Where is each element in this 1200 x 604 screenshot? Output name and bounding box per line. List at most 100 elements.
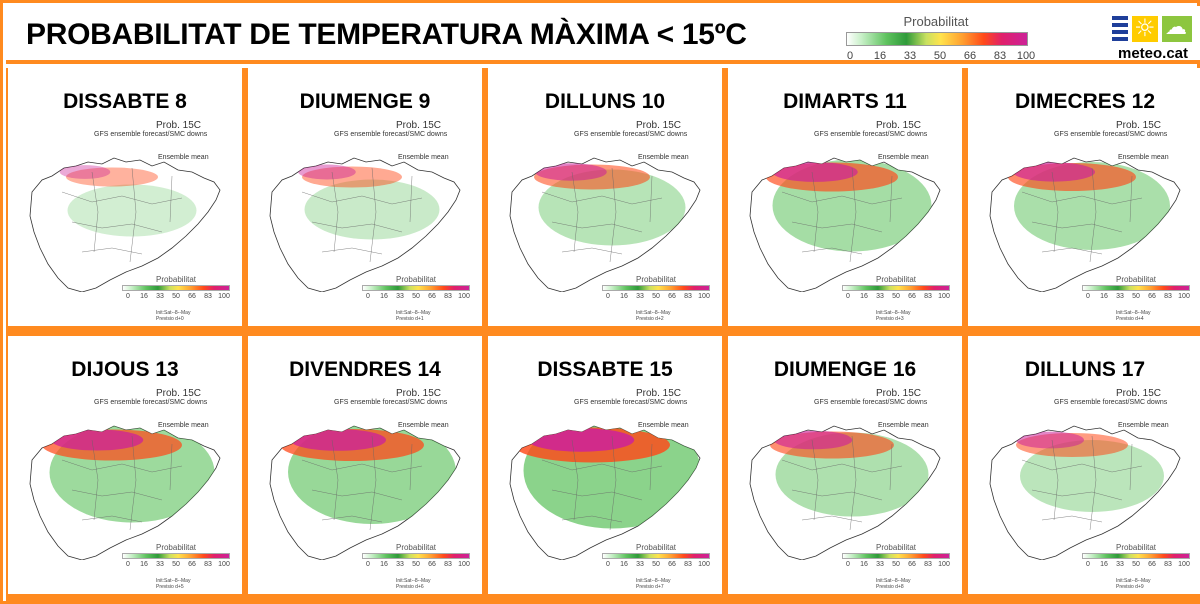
panel-legend-tick: 0 — [606, 293, 610, 300]
legend-tick: 100 — [1016, 50, 1036, 62]
panel-legend-title: Probabilitat — [155, 543, 197, 552]
probability-field — [42, 426, 215, 523]
ensemble-label: Ensemble mean — [1118, 154, 1169, 161]
init-info: Init:Sat--8--May Previsio d+0 — [156, 310, 190, 322]
panel-legend-tick: 83 — [1164, 293, 1172, 300]
panel-legend-tick: 0 — [1086, 293, 1090, 300]
county-borders — [301, 167, 423, 263]
catalonia-map — [989, 425, 1181, 560]
panel-legend-tick: 100 — [1178, 293, 1190, 300]
header: PROBABILITAT DE TEMPERATURA MÀXIMA < 15º… — [6, 6, 1200, 64]
panel-legend-tick: 50 — [412, 561, 420, 568]
forecast-panel: DIJOUS 13 Prob. 15C GFS ensemble forecas… — [8, 336, 242, 594]
county-borders — [1021, 167, 1143, 263]
panel-legend: Probabilitat 0 16 33 50 66 83 100 — [600, 543, 720, 577]
panel-legend-tick: 100 — [938, 293, 950, 300]
county-borders — [541, 435, 663, 531]
day-title: DIMARTS 11 — [783, 90, 907, 113]
panel-legend-title: Probabilitat — [155, 275, 197, 284]
panel-legend-tick: 33 — [156, 561, 164, 568]
init-info: Init:Sat--8--May Previsio d+2 — [636, 310, 670, 322]
init-info: Init:Sat--8--May Previsio d+1 — [396, 310, 430, 322]
probability-field — [770, 430, 929, 517]
panel-legend-tick: 50 — [172, 561, 180, 568]
init-info: Init:Sat--8--May Previsio d+4 — [1116, 310, 1150, 322]
panel-legend-tick: 16 — [860, 293, 868, 300]
ensemble-label: Ensemble mean — [878, 422, 929, 429]
catalonia-map — [989, 157, 1181, 292]
day-title: DILLUNS 10 — [544, 90, 666, 113]
panel-legend-tick: 66 — [188, 561, 196, 568]
panel-legend-tick: 50 — [892, 293, 900, 300]
catalonia-map — [749, 157, 941, 292]
init-info: Init:Sat--8--May Previsio d+6 — [396, 578, 430, 590]
probability-field — [1016, 431, 1164, 512]
panel-legend-tick: 50 — [652, 293, 660, 300]
previsio-label: Previsio d+0 — [156, 316, 184, 322]
panel-legend-tick: 33 — [396, 561, 404, 568]
init-info: Init:Sat--8--May Previsio d+3 — [876, 310, 910, 322]
model-label: GFS ensemble forecast/SMC downs — [574, 131, 688, 138]
panel-legend-tick: 83 — [444, 293, 452, 300]
panel-legend-tick: 16 — [860, 561, 868, 568]
panel-legend-colorbar — [842, 553, 950, 559]
forecast-panel: DIVENDRES 14 Prob. 15C GFS ensemble fore… — [248, 336, 482, 594]
previsio-label: Previsio d+2 — [636, 316, 664, 322]
probability-field — [1008, 162, 1170, 250]
init-date: Init:Sat--8--May — [1116, 578, 1151, 584]
panel-legend-tick: 66 — [188, 293, 196, 300]
ensemble-label: Ensemble mean — [398, 422, 449, 429]
panel-legend-tick: 33 — [876, 561, 884, 568]
panel-legend: Probabilitat 0 16 33 50 66 83 100 — [1080, 275, 1200, 309]
day-title: DIMECRES 12 — [1014, 90, 1156, 113]
county-borders — [61, 435, 183, 531]
day-title: DISSABTE 8 — [63, 90, 187, 113]
prob-area-magenta — [1016, 431, 1084, 449]
panel-legend-colorbar — [122, 285, 230, 291]
cloud-icon — [1162, 15, 1192, 42]
day-title: DILLUNS 17 — [1024, 358, 1146, 381]
panel-legend-tick: 66 — [1148, 561, 1156, 568]
model-label: GFS ensemble forecast/SMC downs — [574, 399, 688, 406]
catalonia-map — [749, 425, 941, 560]
panel-legend-tick: 33 — [636, 561, 644, 568]
ensemble-label: Ensemble mean — [398, 154, 449, 161]
forecast-panel: DISSABTE 8 Prob. 15C GFS ensemble foreca… — [8, 68, 242, 326]
previsio-label: Previsio d+3 — [876, 316, 904, 322]
prob-label: Prob. 15C — [1116, 388, 1162, 399]
panel-legend-colorbar — [1082, 553, 1190, 559]
prob-area-magenta — [298, 164, 356, 180]
panel-legend-tick: 33 — [1116, 561, 1124, 568]
logo-text: meteo.cat — [1117, 45, 1189, 62]
county-borders — [301, 435, 423, 531]
panel-legend-tick: 100 — [458, 561, 470, 568]
ensemble-label: Ensemble mean — [638, 154, 689, 161]
panel-legend-colorbar — [1082, 285, 1190, 291]
previsio-label: Previsio d+5 — [156, 584, 184, 590]
panel-legend-tick: 50 — [892, 561, 900, 568]
catalonia-map — [509, 425, 701, 560]
day-title: DIUMENGE 9 — [299, 90, 431, 113]
model-label: GFS ensemble forecast/SMC downs — [1054, 399, 1168, 406]
previsio-label: Previsio d+7 — [636, 584, 664, 590]
panel-legend-tick: 83 — [924, 561, 932, 568]
panel-legend-tick: 0 — [1086, 561, 1090, 568]
panel-legend-colorbar — [362, 285, 470, 291]
forecast-panel: DILLUNS 17 Prob. 15C GFS ensemble foreca… — [968, 336, 1200, 594]
panel-legend-tick: 0 — [846, 293, 850, 300]
panel-legend-tick: 66 — [428, 561, 436, 568]
panel-legend-tick: 100 — [218, 561, 230, 568]
probability-field — [298, 164, 440, 240]
panel-legend-tick: 83 — [1164, 561, 1172, 568]
init-date: Init:Sat--8--May — [156, 310, 191, 316]
prob-area-magenta — [772, 162, 858, 182]
probability-field — [59, 165, 197, 237]
panel-legend-colorbar — [602, 553, 710, 559]
init-date: Init:Sat--8--May — [156, 578, 191, 584]
panel-legend: Probabilitat 0 16 33 50 66 83 100 — [360, 543, 480, 577]
panel-legend-tick: 66 — [428, 293, 436, 300]
prob-area-magenta — [59, 165, 111, 179]
init-date: Init:Sat--8--May — [876, 578, 911, 584]
page-title: PROBABILITAT DE TEMPERATURA MÀXIMA < 15º… — [26, 18, 747, 51]
sun-icon — [1132, 14, 1158, 42]
